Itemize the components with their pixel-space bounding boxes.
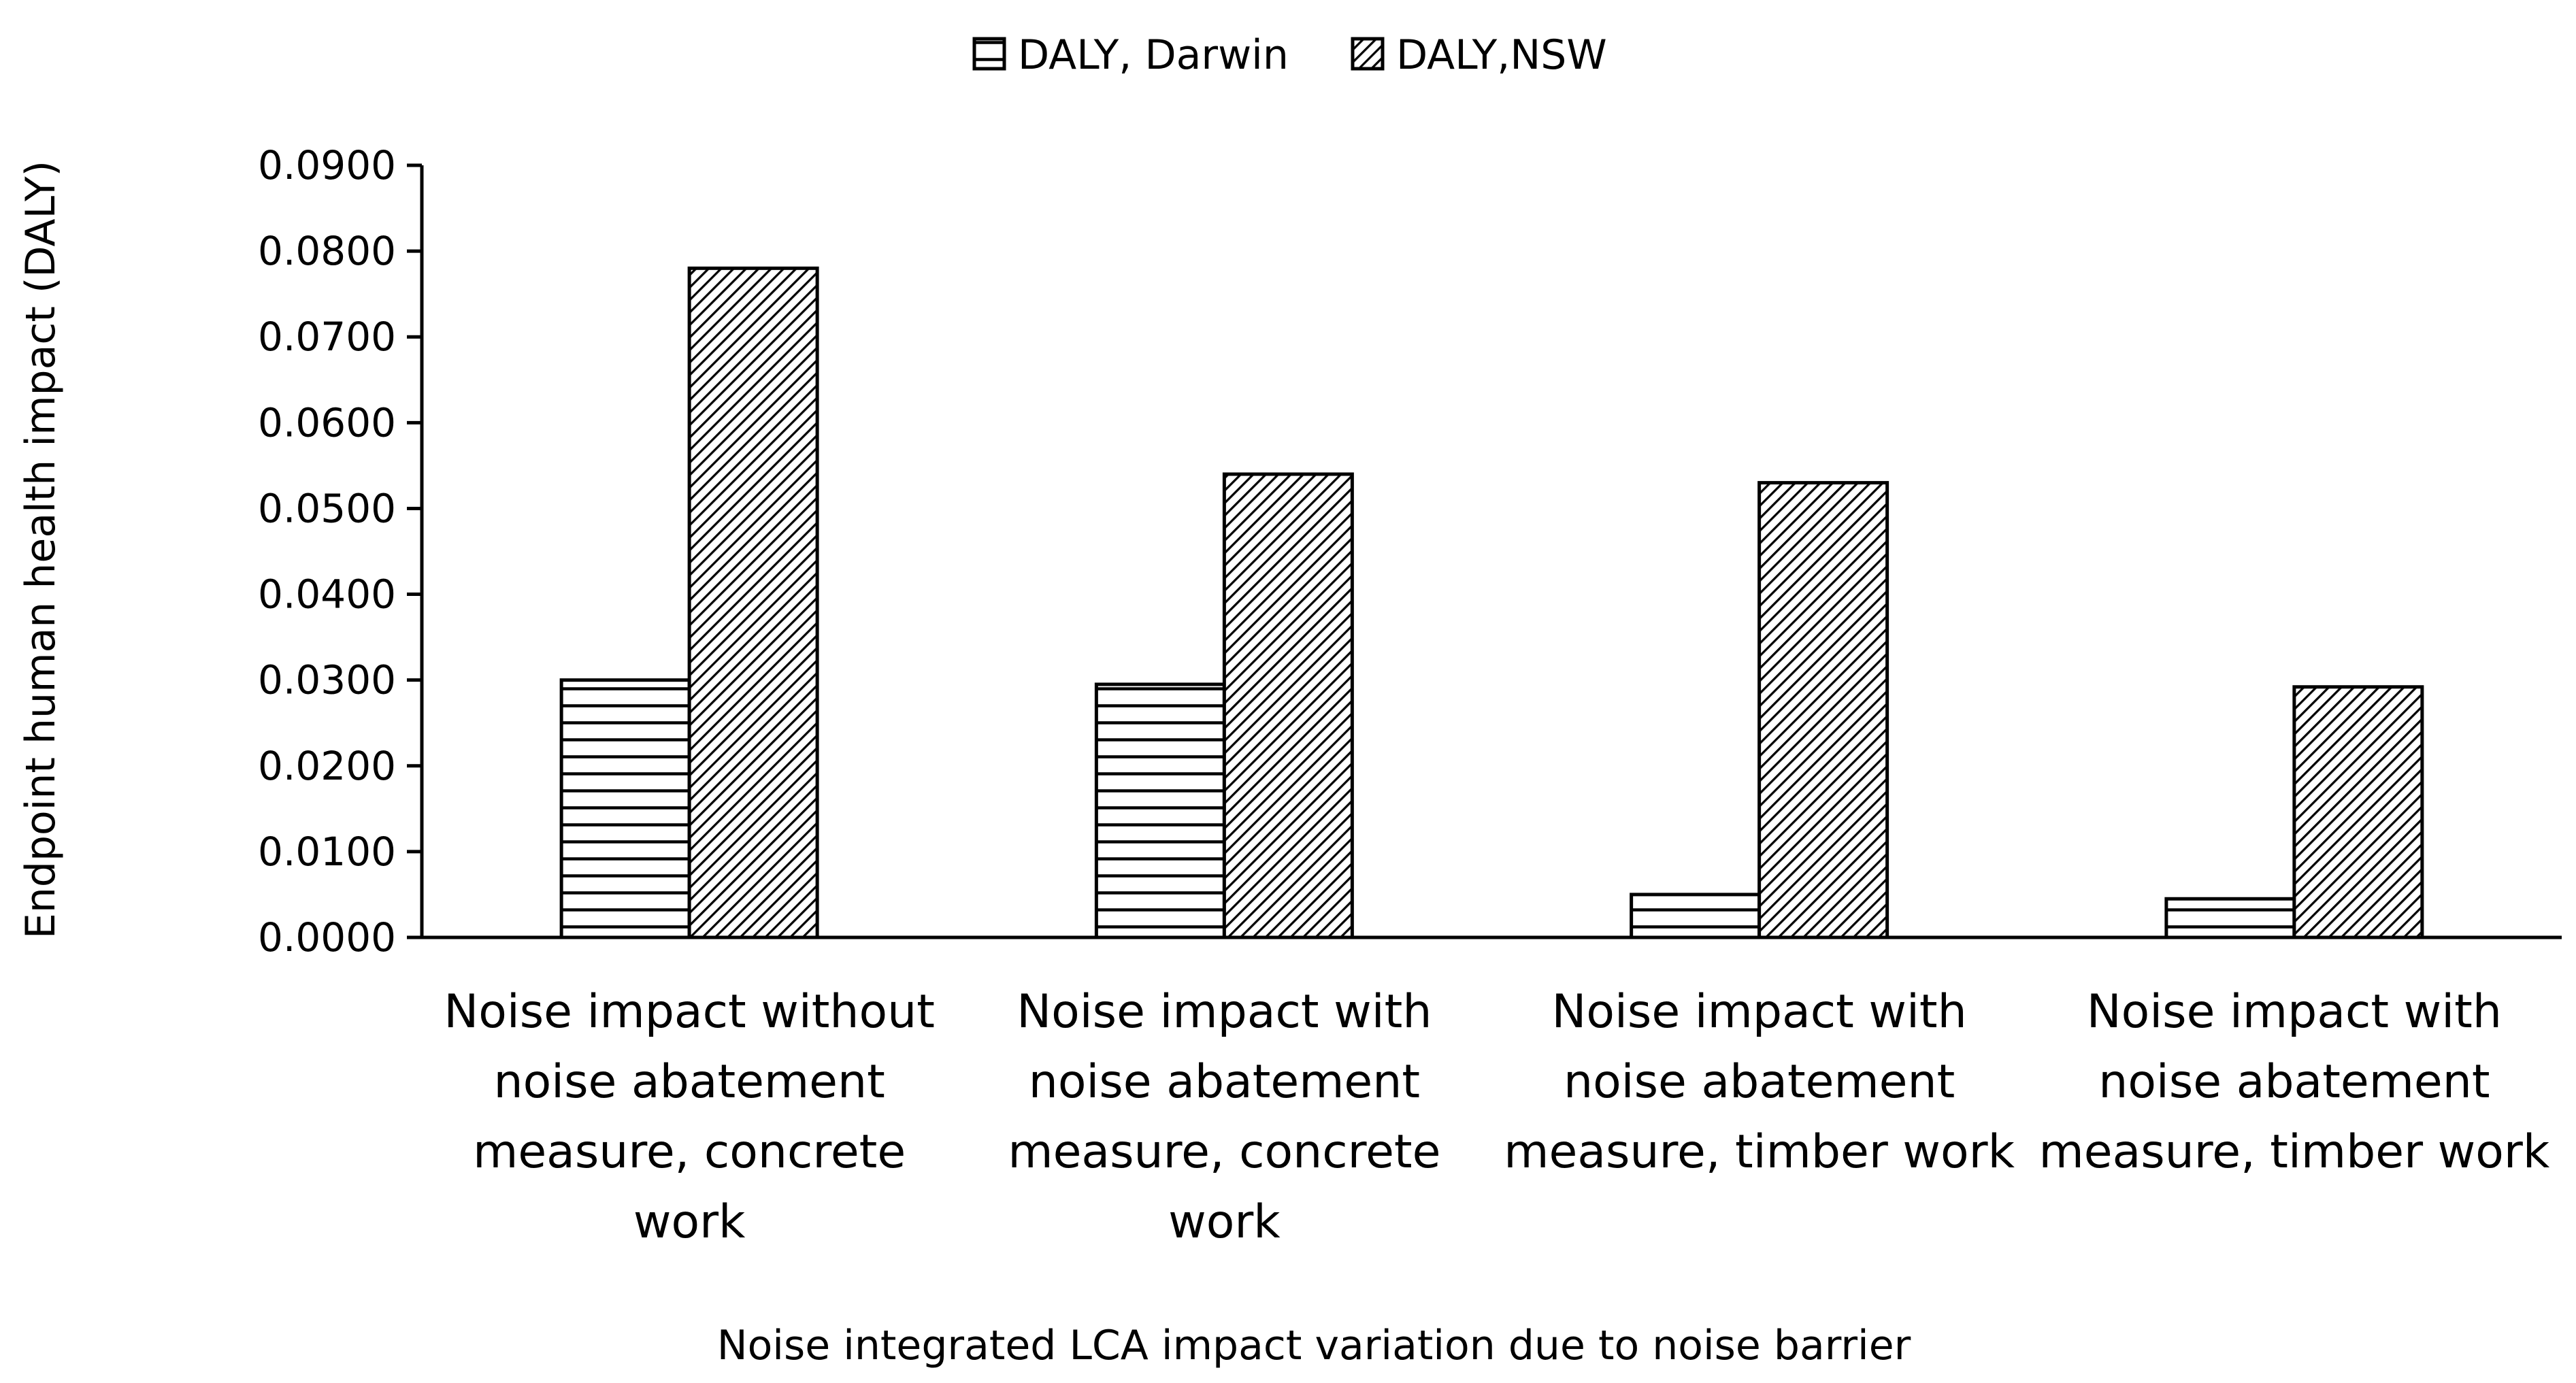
x-category-label: measure, timber work	[2039, 1125, 2550, 1179]
y-tick-label: 0.0000	[258, 914, 396, 961]
axis-titles: Noise integrated LCA impact variation du…	[17, 161, 1911, 1369]
bar-nsw-3	[1757, 481, 1889, 939]
x-category-label: Noise impact without	[444, 985, 935, 1039]
x-category-label: noise abatement	[1564, 1055, 1955, 1109]
y-tick-label: 0.0500	[258, 485, 396, 531]
y-axis-title: Endpoint human health impact (DALY)	[17, 161, 65, 939]
legend-label-nsw: DALY,NSW	[1396, 31, 1607, 79]
x-category-label: Noise impact with	[1017, 985, 1432, 1039]
x-axis: Noise impact without noise abatement measu…	[422, 935, 2562, 1249]
x-category-label: Noise impact with	[1552, 985, 1967, 1039]
bar-nsw-2	[1222, 472, 1354, 939]
legend-label-darwin: DALY, Darwin	[1018, 31, 1289, 79]
legend-swatch-darwin	[972, 37, 1006, 71]
y-tick-label: 0.0300	[258, 657, 396, 703]
bar-darwin-3	[1630, 893, 1762, 939]
bar-nsw-4	[2292, 685, 2424, 939]
legend-swatch-nsw	[1351, 37, 1385, 71]
bar-darwin-1	[559, 678, 691, 939]
legend: DALY, Darwin DALY,NSW	[972, 31, 1607, 79]
x-category-label: noise abatement	[2098, 1055, 2490, 1109]
x-category-label: work	[1168, 1195, 1281, 1249]
y-tick-label: 0.0800	[258, 228, 396, 274]
y-tick-label: 0.0900	[258, 142, 396, 188]
y-axis: 0.0000 0.0100 0.0200 0.0300 0.0400 0.0500 0.06…	[258, 142, 424, 961]
x-category-label: noise abatement	[493, 1055, 885, 1109]
bar-darwin-2	[1094, 682, 1226, 939]
y-tick-label: 0.0200	[258, 743, 396, 789]
x-category-label: work	[633, 1195, 746, 1249]
x-category-label: measure, timber work	[1504, 1125, 2015, 1179]
y-tick-label: 0.0100	[258, 829, 396, 875]
bar-nsw-1	[687, 266, 819, 939]
x-axis-title: Noise integrated LCA impact variation du…	[717, 1322, 1911, 1369]
x-category-label: Noise impact with	[2087, 985, 2502, 1039]
y-tick-label: 0.0700	[258, 314, 396, 360]
x-category-label: measure, concrete	[1008, 1125, 1440, 1179]
x-category-label: noise abatement	[1029, 1055, 1420, 1109]
bars	[559, 266, 2424, 939]
x-category-label: measure, concrete	[473, 1125, 906, 1179]
bar-darwin-4	[2164, 897, 2296, 939]
y-tick-label: 0.0400	[258, 571, 396, 618]
y-tick-label: 0.0600	[258, 399, 396, 446]
